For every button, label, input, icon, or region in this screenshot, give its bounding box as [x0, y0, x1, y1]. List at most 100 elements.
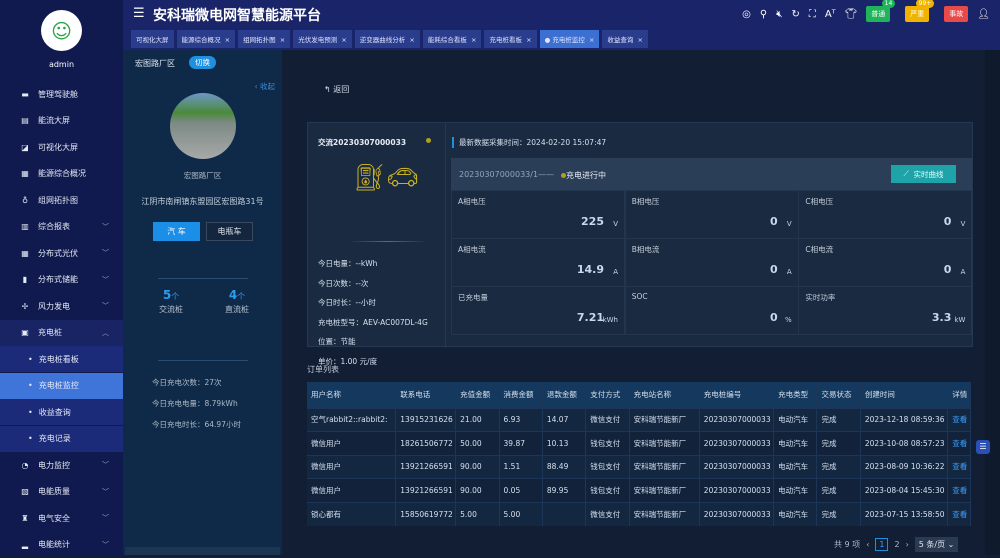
font-size-icon[interactable]: Aᵀ — [824, 8, 836, 20]
sidebar-item[interactable]: ▥ 综合报表 ﹀ — [21, 222, 109, 231]
mute-icon[interactable]: 🔇︎ — [776, 8, 783, 20]
column-header: 充值金额 — [455, 382, 500, 408]
next-page-button[interactable]: › — [905, 540, 909, 549]
table-cell: 14.07 — [542, 407, 587, 432]
metric-cell: 实时功率 3.3 kW — [798, 286, 973, 335]
car-button[interactable]: 汽 车 — [153, 222, 200, 241]
sidebar: ☺ admin ▬ 管理驾驶舱 ▤ 能流大屏 ◪ 可视化大屏 ▦ 能源综合概况 ♁ 组网拓扑图 ▥ 综… — [0, 0, 123, 555]
view-detail-link[interactable]: 查看 — [947, 431, 971, 455]
metric-cell: A相电流 14.9 A — [451, 238, 625, 287]
sidebar-item[interactable]: ♁ 组网拓扑图 — [0, 187, 123, 213]
total-count: 共 9 项 — [834, 540, 861, 549]
sidebar-item[interactable]: ▣ 充电桩 ︿ — [0, 319, 123, 346]
collapse-button[interactable]: ‹ 收起 — [254, 82, 275, 91]
ac-pile-count: 5个 交流桩 — [159, 288, 183, 314]
table-row: 微信用户 18261506772 50.00 39.87 10.13 钱包支付 安科瑞节能新… — [307, 431, 971, 455]
column-header: 用户名称 — [307, 382, 397, 408]
back-button[interactable]: ↰ 返回 — [324, 85, 350, 94]
settings-icon[interactable]: ◎ — [742, 8, 751, 20]
table-cell: 89.95 — [542, 478, 587, 502]
switch-area-button[interactable]: 切换 — [189, 56, 216, 69]
sidebar-item[interactable]: • 充电桩看板 — [0, 346, 123, 372]
prev-page-button[interactable]: ‹ — [866, 540, 870, 549]
table-cell: 10.13 — [542, 431, 587, 455]
pile-name: 交流20230307000033 — [318, 138, 407, 147]
sidebar-item[interactable]: ▦ 能源综合概况 — [21, 169, 86, 178]
chevron-icon: ﹀ — [102, 514, 109, 522]
view-detail-link[interactable]: 查看 — [947, 454, 971, 479]
tab[interactable]: 光伏发电预测 × — [293, 30, 352, 48]
page-2[interactable]: 2 — [894, 540, 900, 549]
table-cell: 0.05 — [499, 478, 543, 502]
table-cell: 6.93 — [499, 407, 543, 432]
search-icon[interactable]: ⚲ — [759, 8, 768, 20]
sidebar-item[interactable]: • 充电桩监控 — [0, 372, 123, 399]
wind-icon: ✢ — [21, 301, 29, 311]
user-icon[interactable]: 👤︎ — [977, 8, 990, 20]
username: admin — [48, 60, 75, 69]
sidebar-item[interactable]: ♜ 电气安全 ﹀ — [21, 513, 109, 523]
column-header: 支付方式 — [585, 382, 630, 408]
table-cell: 锁心都有 — [307, 501, 397, 526]
table-cell: 完成 — [816, 478, 861, 502]
sidebar-item[interactable]: • 充电记录 — [0, 425, 123, 452]
alarm-normal-badge[interactable]: 普通 14 — [866, 0, 896, 22]
page-1[interactable]: 1 — [875, 538, 889, 551]
charging-station-icon: ⛽︎🚗︎ — [353, 163, 420, 193]
view-detail-link[interactable]: 查看 — [947, 478, 971, 502]
tab[interactable]: 可视化大屏 — [131, 30, 174, 48]
table-cell: 2023-10-08 08:57:23 — [860, 431, 949, 455]
ebike-button[interactable]: 电瓶车 — [206, 222, 253, 241]
metric-cell: SOC 0% — [624, 286, 799, 335]
realtime-curve-button[interactable]: ⟋ 实时曲线 — [891, 165, 956, 183]
table-cell: 完成 — [816, 431, 861, 455]
sidebar-item[interactable]: ▦ 分布式光伏 ﹀ — [21, 248, 109, 258]
horizontal-scrollbar[interactable] — [125, 547, 280, 555]
app-title: 安科瑞微电网智慧能源平台 — [153, 8, 321, 24]
tab[interactable]: 组网拓扑图 × — [238, 30, 291, 48]
table-cell: 完成 — [816, 454, 861, 479]
page-size-select[interactable]: 5 条/页 ⌄ — [914, 537, 959, 552]
alarm-severe-badge[interactable]: 严重 99+ — [905, 0, 935, 22]
sidebar-item[interactable]: ▧ 电能质量 ﹀ — [21, 487, 109, 496]
tab[interactable]: 能耗综合看板 × — [422, 30, 482, 48]
fullscreen-icon[interactable]: ⛶ — [808, 8, 816, 20]
chevron-icon: ︿ — [102, 328, 109, 337]
table-row: 微信用户 13921266591 90.00 0.05 89.95 钱包支付 安科瑞节能新厂… — [307, 478, 971, 502]
column-header: 退款金额 — [542, 382, 587, 408]
table-row: 空气rabbit2::rabbit2: 13915231626 21.00 6.93 1… — [307, 407, 971, 432]
sidebar-item[interactable]: ◪ 可视化大屏 — [21, 142, 78, 152]
sidebar-item[interactable]: ▮ 分布式储能 ﹀ — [0, 267, 123, 293]
chevron-icon: ﹀ — [102, 275, 109, 284]
sidebar-item[interactable]: ✢ 风力发电 ﹀ — [21, 301, 109, 311]
metric-cell: C相电压 0 V — [798, 190, 973, 239]
sidebar-item[interactable]: ▂ 电能统计 ﹀ — [21, 540, 109, 549]
alarm-accident-badge[interactable]: 事故 — [944, 6, 969, 22]
float-settings-button[interactable]: ☰ — [976, 440, 990, 454]
table-cell: 90.00 — [455, 478, 500, 502]
view-detail-link[interactable]: 查看 — [947, 407, 971, 432]
tab[interactable]: 能源综合概况 × — [176, 30, 236, 48]
table-cell: 21.00 — [455, 407, 500, 432]
table-cell: 电动汽车 — [773, 501, 818, 526]
view-detail-link[interactable]: 查看 — [947, 501, 971, 526]
tab[interactable]: ● 充电桩监控 × — [539, 30, 600, 48]
table-cell: 15850619772 — [395, 501, 457, 526]
table-cell: 20230307000033 — [699, 454, 775, 479]
column-header: 交易状态 — [816, 382, 861, 408]
sidebar-item[interactable]: • 收益查询 — [0, 399, 123, 425]
tab[interactable]: 逆变器曲线分析 × — [354, 30, 420, 48]
avatar[interactable]: ☺ — [41, 10, 82, 51]
tab[interactable]: 收益查询 × — [602, 30, 648, 48]
alarm-icon: ♜ — [21, 513, 29, 523]
theme-icon[interactable]: 👕︎ — [844, 8, 858, 20]
chevron-icon: ﹀ — [102, 461, 109, 469]
orders-title: 订单列表 — [307, 365, 339, 374]
sidebar-item[interactable]: ▬ 管理驾驶舱 — [21, 89, 78, 99]
sidebar-item[interactable]: ▤ 能流大屏 — [21, 116, 70, 125]
tab[interactable]: 充电桩看板 × — [484, 30, 537, 48]
sidebar-item[interactable]: ◔ 电力监控 ﹀ — [21, 460, 110, 470]
area-name: 宏图路厂区 — [135, 59, 175, 68]
refresh-icon[interactable]: ↻ — [791, 8, 800, 20]
menu-toggle-icon[interactable]: ☰ — [133, 6, 145, 21]
